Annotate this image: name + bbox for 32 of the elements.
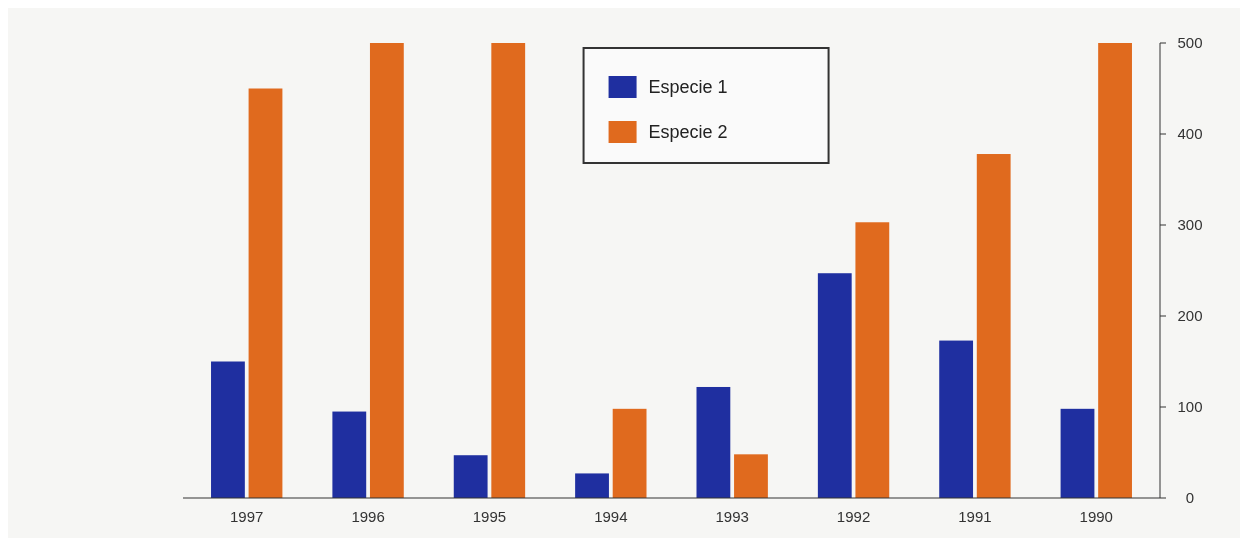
x-tick-label: 1997 bbox=[230, 508, 264, 525]
bar bbox=[575, 473, 609, 498]
bar bbox=[211, 361, 245, 498]
bar bbox=[817, 273, 852, 498]
x-tick-label: 1990 bbox=[1079, 508, 1113, 525]
bar bbox=[248, 88, 283, 498]
bar bbox=[1098, 43, 1132, 498]
x-tick-label: 1993 bbox=[715, 508, 749, 525]
bar bbox=[453, 455, 488, 498]
bar bbox=[1060, 408, 1095, 498]
bar bbox=[976, 154, 1011, 498]
bar bbox=[491, 43, 526, 498]
x-tick-label: 1996 bbox=[351, 508, 385, 525]
bar bbox=[939, 340, 974, 498]
bar bbox=[696, 386, 731, 498]
y-tick-label: 400 bbox=[1177, 125, 1203, 142]
x-tick-label: 1995 bbox=[472, 508, 507, 525]
legend-label: Especie 2 bbox=[648, 122, 728, 142]
bar bbox=[855, 222, 890, 498]
y-tick-label: 300 bbox=[1177, 216, 1203, 233]
y-tick-label: 200 bbox=[1177, 307, 1203, 324]
x-tick-label: 1991 bbox=[958, 508, 992, 525]
bar bbox=[332, 411, 367, 498]
x-tick-label: 1992 bbox=[836, 508, 871, 525]
legend-label: Especie 1 bbox=[648, 77, 728, 97]
y-tick-label: 0 bbox=[1185, 489, 1195, 506]
x-tick-label: 1994 bbox=[594, 508, 628, 525]
y-tick-label: 100 bbox=[1177, 398, 1203, 415]
bar bbox=[369, 43, 404, 498]
y-tick-label: 500 bbox=[1177, 34, 1203, 51]
bar bbox=[612, 408, 647, 498]
bar bbox=[734, 454, 768, 498]
